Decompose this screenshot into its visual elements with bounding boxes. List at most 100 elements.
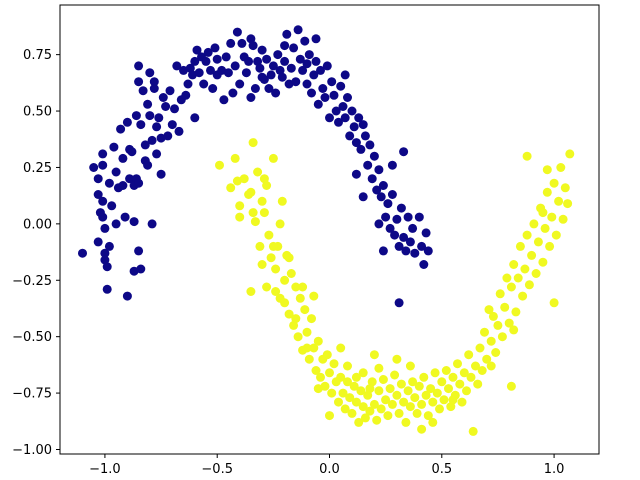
data-point	[529, 219, 539, 229]
data-point	[437, 377, 447, 387]
data-point	[378, 246, 388, 256]
data-point	[542, 187, 552, 197]
y-tick-label: −0.75	[12, 387, 52, 402]
data-point	[129, 217, 139, 227]
data-point	[540, 223, 550, 233]
data-point	[408, 223, 418, 233]
data-point	[138, 86, 148, 96]
data-point	[513, 273, 523, 283]
data-point	[502, 273, 512, 283]
data-point	[244, 56, 254, 66]
data-point	[439, 395, 449, 405]
data-point	[275, 65, 285, 75]
data-point	[396, 203, 406, 213]
data-point	[262, 282, 272, 292]
data-point	[459, 368, 469, 378]
data-point	[313, 336, 323, 346]
data-point	[484, 305, 494, 315]
data-point	[149, 77, 159, 87]
data-point	[210, 43, 220, 53]
data-point	[448, 395, 458, 405]
data-point	[417, 424, 427, 434]
data-point	[533, 237, 543, 247]
data-point	[392, 390, 402, 400]
data-point	[219, 95, 229, 105]
data-point	[322, 350, 332, 360]
data-point	[327, 77, 337, 87]
data-point	[419, 260, 429, 269]
data-point	[311, 34, 321, 44]
data-point	[394, 298, 404, 308]
data-point	[547, 212, 557, 222]
data-point	[343, 377, 352, 387]
data-point	[257, 260, 267, 269]
data-point	[268, 61, 278, 71]
data-point	[365, 384, 375, 394]
data-point	[201, 56, 211, 66]
data-point	[356, 144, 366, 154]
data-point	[376, 404, 386, 414]
data-point	[280, 275, 290, 285]
data-point	[111, 219, 121, 229]
data-point	[394, 408, 404, 418]
data-point	[448, 372, 458, 382]
y-tick-label: 0.75	[23, 48, 52, 63]
y-tick-label: −1.00	[12, 443, 52, 458]
data-point	[246, 187, 256, 197]
data-point	[345, 131, 355, 141]
data-point	[257, 72, 267, 82]
data-point	[174, 126, 184, 136]
data-point	[524, 280, 534, 290]
data-point	[194, 68, 204, 78]
data-point	[358, 192, 368, 202]
data-point	[140, 140, 150, 150]
data-point	[464, 350, 474, 360]
data-point	[268, 241, 278, 251]
data-point	[351, 397, 361, 407]
data-point	[471, 361, 480, 371]
data-point	[329, 359, 339, 369]
data-point	[480, 327, 489, 337]
data-point	[347, 106, 357, 116]
data-point	[257, 196, 267, 206]
data-point	[338, 388, 348, 398]
data-point	[455, 379, 465, 389]
data-point	[336, 372, 346, 382]
data-point	[78, 248, 87, 258]
data-point	[509, 325, 519, 335]
data-point	[556, 163, 566, 172]
data-point	[374, 363, 384, 373]
data-point	[466, 372, 476, 382]
data-point	[235, 201, 245, 211]
data-point	[147, 219, 157, 229]
data-point	[435, 404, 444, 414]
data-point	[286, 63, 296, 73]
data-point	[387, 190, 397, 199]
data-point	[208, 84, 218, 93]
x-tick-label: −1.0	[89, 462, 121, 477]
data-point	[372, 185, 382, 195]
data-point	[482, 354, 492, 364]
data-point	[152, 149, 162, 159]
data-point	[264, 84, 274, 93]
data-point	[405, 402, 415, 412]
data-point	[226, 183, 236, 193]
data-point	[253, 167, 263, 177]
data-point	[190, 56, 200, 66]
data-point	[329, 90, 339, 100]
data-point	[367, 174, 377, 184]
data-point	[520, 264, 530, 274]
data-point	[325, 411, 334, 421]
data-point	[250, 217, 260, 227]
data-point	[383, 411, 393, 421]
data-point	[134, 77, 144, 87]
data-point	[367, 377, 377, 387]
data-point	[291, 314, 301, 324]
y-tick-label: 0.50	[23, 105, 52, 120]
data-point	[477, 366, 487, 375]
data-point	[246, 287, 256, 296]
data-point	[340, 70, 350, 80]
data-point	[307, 314, 316, 324]
data-point	[363, 160, 373, 170]
data-point	[167, 120, 177, 130]
